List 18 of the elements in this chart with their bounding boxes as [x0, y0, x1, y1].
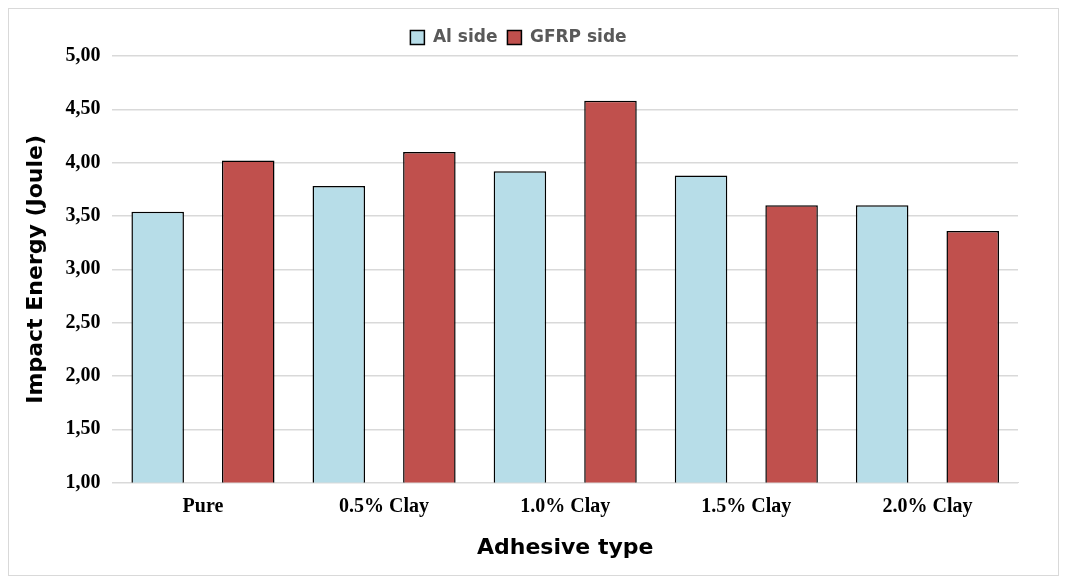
x-tick-label: 2.0% Clay [882, 493, 973, 517]
y-tick-label: 5,00 [65, 43, 101, 66]
y-tick-label: 4,50 [65, 96, 101, 119]
x-tick-label: 1.5% Clay [701, 493, 792, 517]
y-tick-label: 1,00 [65, 469, 101, 492]
y-tick-label: 3,00 [65, 256, 101, 279]
y-tick-label: 3,50 [65, 203, 101, 226]
x-tick-label: Pure [182, 493, 224, 516]
y-tick-label: 2,50 [65, 309, 101, 332]
legend-label: GFRP side [529, 25, 627, 46]
x-tick-label: 0.5% Clay [339, 493, 430, 517]
legend-label: Al side [432, 25, 498, 46]
x-tick-label: 1.0% Clay [520, 493, 611, 517]
y-axis-title: Impact Energy (Joule) [21, 134, 47, 404]
y-tick-label: 2,00 [65, 363, 101, 386]
x-axis-title: Adhesive type [476, 533, 654, 559]
y-tick-label: 1,50 [65, 416, 101, 439]
y-tick-label: 4,00 [65, 149, 101, 172]
